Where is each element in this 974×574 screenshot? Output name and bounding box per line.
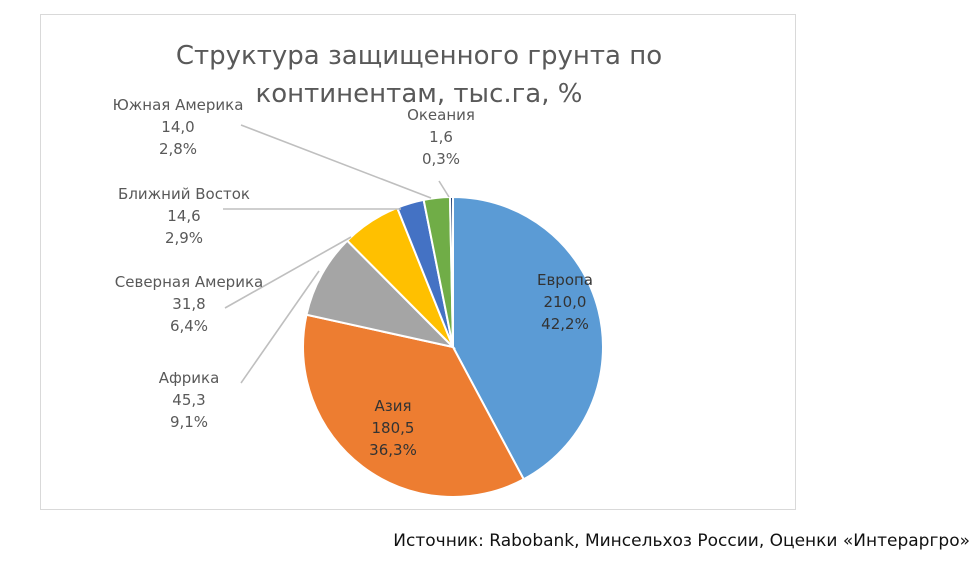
data-label-oceania: Океания 1,6 0,3% bbox=[407, 106, 475, 168]
pie-slice-europe bbox=[452, 195, 604, 481]
data-label-south-america-name: Южная Америка bbox=[113, 96, 244, 114]
chart-title-line-1: Структура защищенного грунта по bbox=[175, 41, 663, 71]
data-label-europe-percent: 42,2% bbox=[541, 315, 589, 333]
data-label-middle-east-value: 14,6 bbox=[167, 207, 200, 225]
data-label-middle-east-percent: 2,9% bbox=[165, 229, 203, 247]
leader-line-africa bbox=[240, 270, 320, 384]
data-label-north-america-value: 31,8 bbox=[172, 295, 205, 313]
data-label-north-america-percent: 6,4% bbox=[170, 317, 208, 335]
data-label-asia-value: 180,5 bbox=[372, 419, 415, 437]
chart-title: Структура защищенного грунта по континен… bbox=[41, 37, 797, 113]
leader-line-north-america bbox=[224, 236, 352, 309]
data-label-europe-name: Европа bbox=[537, 271, 593, 289]
data-label-africa: Африка 45,3 9,1% bbox=[159, 369, 220, 431]
data-label-middle-east: Ближний Восток 14,6 2,9% bbox=[118, 185, 250, 247]
chart-frame: Структура защищенного грунта по континен… bbox=[40, 14, 796, 510]
data-label-south-america-percent: 2,8% bbox=[159, 140, 197, 158]
leader-line-south-america bbox=[240, 124, 432, 199]
chart-title-line-2: континентам, тыс.га, % bbox=[255, 79, 583, 109]
pie-slice-africa bbox=[305, 239, 457, 349]
data-label-oceania-name: Океания bbox=[407, 106, 475, 124]
leader-line-oceania bbox=[438, 180, 450, 198]
data-label-asia-name: Азия bbox=[374, 397, 411, 415]
data-label-south-america: Южная Америка 14,0 2,8% bbox=[113, 96, 244, 158]
pie-slice-asia bbox=[302, 313, 526, 498]
data-label-oceania-percent: 0,3% bbox=[422, 150, 460, 168]
data-label-asia-percent: 36,3% bbox=[369, 441, 417, 459]
data-label-africa-name: Африка bbox=[159, 369, 220, 387]
source-note: Источник: Rabobank, Минсельхоз России, О… bbox=[393, 531, 970, 551]
pie-slice-oceania bbox=[448, 195, 454, 348]
data-label-europe: Европа 210,0 42,2% bbox=[537, 271, 593, 333]
data-label-oceania-value: 1,6 bbox=[429, 128, 453, 146]
data-label-africa-percent: 9,1% bbox=[170, 413, 208, 431]
data-label-north-america-name: Северная Америка bbox=[115, 273, 263, 291]
data-label-south-america-value: 14,0 bbox=[161, 118, 194, 136]
pie-chart: Европа 210,0 42,2% Азия 180,5 36,3% Африка 45,3… bbox=[113, 96, 604, 498]
data-label-europe-value: 210,0 bbox=[544, 293, 587, 311]
data-label-asia: Азия 180,5 36,3% bbox=[369, 397, 417, 459]
data-label-middle-east-name: Ближний Восток bbox=[118, 185, 250, 203]
data-label-north-america: Северная Америка 31,8 6,4% bbox=[115, 273, 263, 335]
data-label-africa-value: 45,3 bbox=[172, 391, 205, 409]
